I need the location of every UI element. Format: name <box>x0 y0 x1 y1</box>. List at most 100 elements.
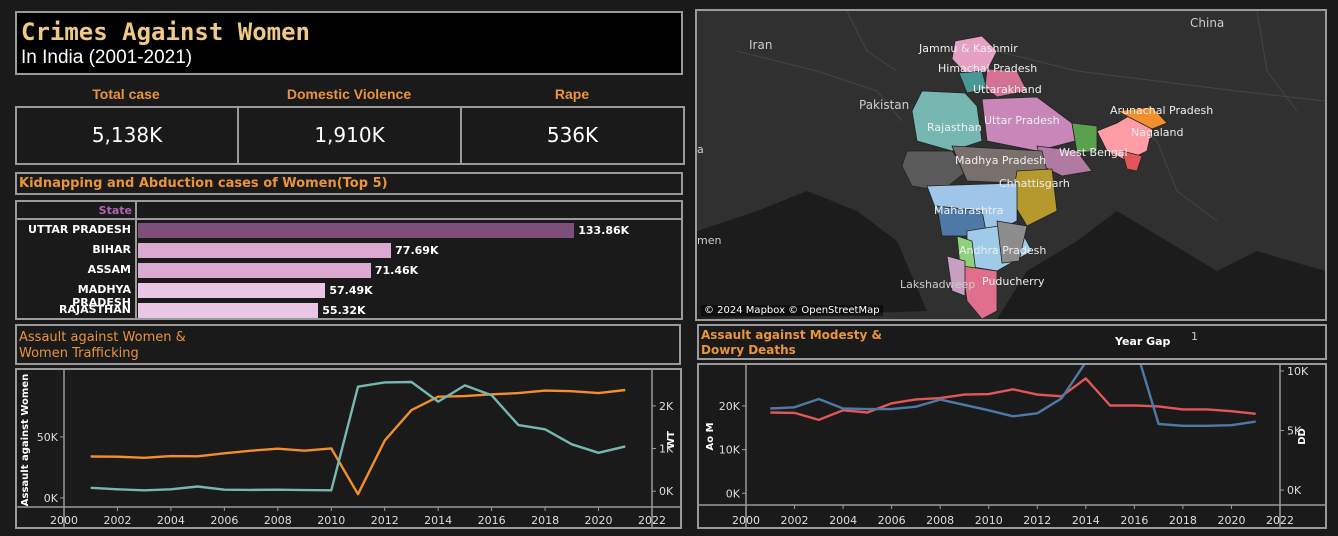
x-tick-label: 2002 <box>103 514 131 527</box>
modesty-dowry-chart: Ao M DD 0K 10K 20K 0K 5K 10K 2000 2002 2004 2006 200… <box>699 342 1325 527</box>
x-tick-label: 2006 <box>878 514 906 527</box>
bar-mark[interactable] <box>138 303 319 318</box>
sea-east <box>997 211 1325 319</box>
y-tick-label-right: 10K <box>1287 365 1309 378</box>
bar-category-label: ASSAM <box>87 263 131 276</box>
modesty-title-box: Assault against Modesty & Dowry Deaths Y… <box>697 324 1327 360</box>
bar-value-label: 71.46K <box>374 264 419 277</box>
x-tick-label: 2012 <box>371 514 399 527</box>
label-pakistan: Pakistan <box>859 98 909 112</box>
label-yemen-partial: men <box>697 234 721 247</box>
kpi-total-value[interactable]: 5,138K <box>15 106 239 165</box>
series-line-1[interactable] <box>770 342 1256 427</box>
label-up: Uttar Pradesh <box>984 114 1060 127</box>
bar-category-label: MADHYA PRADESH <box>72 283 131 309</box>
y-axis-label-right: WT <box>666 431 677 449</box>
label-arunachal: Arunachal Pradesh <box>1110 104 1213 117</box>
kpi-domestic-label: Domestic Violence <box>286 86 412 102</box>
x-tick-label: 2016 <box>1120 514 1148 527</box>
label-westbengal: West Bengal <box>1059 146 1128 159</box>
assault-trafficking-chart: Assault against Women WT 0K 50K 0K 1K 2K 2000 20… <box>17 370 680 527</box>
x-tick-label: 2016 <box>478 514 506 527</box>
label-jammu: Jammu & Kashmir <box>918 42 1018 55</box>
x-tick-label: 2010 <box>317 514 345 527</box>
y-tick-label-right: 0K <box>1287 484 1302 497</box>
map-svg: China Iran Pakistan Jammu & Kashmir Hima… <box>697 11 1325 319</box>
assault-title: Assault against Women & Women Traffickin… <box>15 324 681 365</box>
kidnapping-title: Kidnapping and Abduction cases of Women(… <box>15 172 683 195</box>
bar-mark[interactable] <box>138 223 575 238</box>
kpi-rape-value[interactable]: 536K <box>460 106 685 165</box>
x-tick-label: 2000 <box>732 514 760 527</box>
label-lakshadweep: Lakshadweep <box>900 278 975 291</box>
year-gap-value[interactable]: 1 <box>1191 330 1198 343</box>
bar-value-label: 77.69K <box>395 244 439 257</box>
y-tick-label-right: 5K <box>1287 425 1302 438</box>
label-andhra: Andhra Pradesh <box>959 244 1046 257</box>
x-tick-label: 2012 <box>1023 514 1051 527</box>
kidnapping-bar-panel: UTTAR PRADESH 133.86K BIHAR 77.69K ASSAM 71.4… <box>15 220 683 320</box>
india-map[interactable]: China Iran Pakistan Jammu & Kashmir Hima… <box>695 9 1327 321</box>
assault-title-line2: Women Trafficking <box>19 346 139 361</box>
bar-category-label: UTTAR PRADESH <box>28 223 131 236</box>
label-nagaland: Nagaland <box>1131 126 1183 139</box>
kpi-domestic-value[interactable]: 1,910K <box>237 106 462 165</box>
label-china: China <box>1190 16 1224 30</box>
state-column-header[interactable]: State <box>98 204 132 217</box>
bar-value-label: 55.32K <box>322 304 366 317</box>
x-tick-label: 2022 <box>638 514 666 527</box>
year-gap-label: Year Gap <box>1115 335 1171 348</box>
label-partial-a: a <box>697 143 704 156</box>
bar-category-label: RAJASTHAN <box>59 303 131 316</box>
y-tick-label-left: 10K <box>719 444 741 457</box>
x-tick-label: 2006 <box>210 514 238 527</box>
x-tick-label: 2018 <box>531 514 559 527</box>
y-axis-label-left: Ao M <box>705 422 716 450</box>
series-line-1[interactable] <box>90 380 626 492</box>
x-tick-label: 2004 <box>157 514 185 527</box>
india-states[interactable] <box>901 35 1168 319</box>
y-axis-label-left: Assault against Women <box>20 374 31 506</box>
bar-axis-divider <box>135 220 137 318</box>
map-labels: China Iran Pakistan Jammu & Kashmir Hima… <box>697 16 1224 291</box>
y-axis-label-right: DD <box>1297 428 1308 445</box>
x-tick-label: 2000 <box>50 514 78 527</box>
kidnapping-header-row: State <box>15 200 683 220</box>
assault-title-line1: Assault against Women & <box>19 330 186 345</box>
dashboard-title: Crimes Against Women <box>21 18 310 46</box>
y-tick-label-left: 0K <box>726 487 741 500</box>
y-tick-label-right: 1K <box>659 443 674 456</box>
kpi-rape-label: Rape <box>554 86 590 102</box>
x-tick-label: 2008 <box>926 514 954 527</box>
bar-value-label: 133.86K <box>578 224 630 237</box>
x-tick-label: 2018 <box>1169 514 1197 527</box>
bar-category-label: BIHAR <box>92 243 131 256</box>
bar-value-label: 57.49K <box>329 284 373 297</box>
bar-mark[interactable] <box>138 243 392 258</box>
x-tick-label: 2002 <box>781 514 809 527</box>
label-puducherry: Puducherry <box>982 275 1045 288</box>
assault-chart-panel: Assault against Women WT 0K 50K 0K 1K 2K 2000 20… <box>15 368 682 529</box>
label-chhattisgarh: Chhattisgarh <box>999 177 1070 190</box>
header-divider <box>135 202 137 220</box>
label-himachal: Himachal Pradesh <box>938 62 1037 75</box>
label-uttarakhand: Uttarakhand <box>973 83 1042 96</box>
x-tick-label: 2010 <box>975 514 1003 527</box>
y-tick-label-left: 20K <box>719 400 741 413</box>
modesty-title: Assault against Modesty & Dowry Deaths <box>701 328 882 358</box>
label-maharashtra: Maharashtra <box>934 204 1004 217</box>
x-tick-label: 2014 <box>1072 514 1100 527</box>
label-mp: Madhya Pradesh <box>955 154 1046 167</box>
modesty-title-line1: Assault against Modesty & <box>701 328 882 342</box>
bar-mark[interactable] <box>138 263 371 278</box>
x-tick-label: 2004 <box>829 514 857 527</box>
series-line-0[interactable] <box>770 377 1256 422</box>
kpi-total-label: Total case <box>92 86 160 102</box>
bar-mark[interactable] <box>138 283 326 298</box>
sea-west <box>697 191 927 319</box>
label-rajasthan: Rajasthan <box>927 121 982 134</box>
series-line-0[interactable] <box>90 388 626 496</box>
map-copyright[interactable]: © 2024 Mapbox © OpenStreetMap <box>701 305 883 316</box>
x-tick-label: 2022 <box>1266 514 1294 527</box>
y-tick-label-right: 2K <box>659 400 674 413</box>
